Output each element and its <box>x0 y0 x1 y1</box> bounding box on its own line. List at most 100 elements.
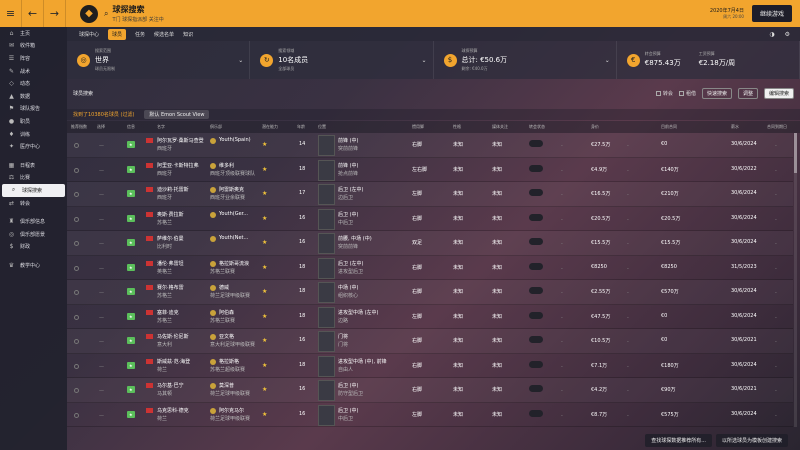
column-header-0[interactable]: 推荐指数 <box>71 124 87 129</box>
template-search-button[interactable]: 以所选球员为模板创建搜索 <box>715 433 788 447</box>
column-header-3[interactable]: 名字 <box>157 124 165 129</box>
sidebar-item-14[interactable]: ⇄ 转会 <box>0 197 67 210</box>
club-name[interactable]: Youth(Net... <box>219 235 249 241</box>
table-row[interactable]: — ★ 潘伦·弗雷坦 英格兰 格拉斯哥流浪 苏格兰联赛 ★ 18 后卫 (左中) 进攻型后卫 右脚 未… <box>67 256 793 280</box>
back-button[interactable]: ← <box>22 0 44 27</box>
row-select-radio[interactable] <box>74 241 79 246</box>
player-name[interactable]: 塞菲·迪克 <box>157 309 179 316</box>
summary-card-0[interactable]: ◎ 搜索范围 世界 球员无限制 ⌄ <box>67 41 251 79</box>
transfer-checkbox[interactable]: 转会 <box>655 90 673 97</box>
menu-icon[interactable]: ≡ <box>0 0 22 27</box>
club-name[interactable]: 德威 <box>219 285 230 291</box>
view-selector[interactable]: 默认 Emon Scout View <box>144 110 210 119</box>
player-name[interactable]: 马佐斯·伦尼斯 <box>157 334 189 340</box>
table-row[interactable]: — ★ 乌克思科·德克 荷兰 阿尔克马尔 荷兰足球甲级联赛 ★ 16 后卫 (中) 中后卫 左脚 未知… <box>67 403 793 427</box>
player-name[interactable]: 阿里亚·卡斯特拉弗 <box>157 162 199 169</box>
column-header-8[interactable]: 惯用脚 <box>412 124 424 129</box>
row-select-radio[interactable] <box>74 192 79 197</box>
summary-card-1[interactable]: ↻ 搜索领域 10名成员 全部球员 ⌄ <box>250 41 434 79</box>
table-row[interactable]: — ★ 塞菲·迪克 苏格兰 阿伯森 苏格兰联赛 ★ 18 进攻型中场 (左中) 边路 左脚 未知 未知 -… <box>67 305 793 329</box>
sidebar-item-17[interactable]: ◎ 俱乐部愿景 <box>0 228 67 241</box>
scout-recommend-button[interactable]: 查找球探数据推荐所有... <box>645 433 712 447</box>
chevron-down-icon[interactable]: ⌄ <box>604 56 610 64</box>
column-header-11[interactable]: 转会状态 <box>529 124 545 129</box>
chevron-down-icon[interactable]: ⌄ <box>238 56 244 64</box>
column-header-4[interactable]: 俱乐部 <box>210 124 222 129</box>
player-name[interactable]: 迪沙莉·托雷斯 <box>157 187 189 193</box>
club-name[interactable]: Youth(Spain) <box>219 137 251 143</box>
player-name[interactable]: 乌克思科·德克 <box>157 407 189 414</box>
row-select-radio[interactable] <box>74 412 79 418</box>
player-name[interactable]: 萨维尔·伯曼 <box>157 236 184 242</box>
sidebar-item-11[interactable]: ▦ 日程表 <box>0 159 67 172</box>
column-header-12[interactable]: 身价 <box>591 124 599 129</box>
row-select-radio[interactable] <box>74 363 79 369</box>
sidebar-item-1[interactable]: ✉ 收件箱 <box>0 40 67 53</box>
club-name[interactable]: 格拉斯格 <box>219 358 240 365</box>
column-header-14[interactable]: 薪水 <box>731 124 739 129</box>
tab-0[interactable]: 球探中心 <box>79 31 100 38</box>
player-name[interactable]: 赛尔·格布雷 <box>157 285 184 291</box>
row-select-radio[interactable] <box>74 143 79 148</box>
sidebar-item-16[interactable]: ♜ 俱乐部信息 <box>0 215 67 228</box>
row-select-radio[interactable] <box>74 314 79 320</box>
player-name[interactable]: 斯威兹·范·海登 <box>157 358 191 365</box>
subnav-icon[interactable]: ◑ <box>769 30 775 38</box>
sidebar-item-9[interactable]: ✦ 医疗中心 <box>0 140 67 153</box>
player-name[interactable]: 马尔基·巴宁 <box>157 383 184 389</box>
column-header-5[interactable]: 潜在能力 <box>262 124 278 129</box>
club-name[interactable]: 阿尔克马尔 <box>219 407 245 414</box>
club-name[interactable]: 阿伯森 <box>219 309 235 316</box>
tab-2[interactable]: 任务 <box>135 31 146 38</box>
sidebar-item-0[interactable]: ⌂ 主页 <box>0 27 67 40</box>
sidebar-item-7[interactable]: ● 职员 <box>0 115 67 128</box>
column-header-1[interactable]: 选择 <box>97 124 105 129</box>
row-select-radio[interactable] <box>74 339 79 344</box>
row-select-radio[interactable] <box>74 388 79 393</box>
club-name[interactable]: 格拉斯哥流浪 <box>219 260 250 267</box>
tab-3[interactable]: 候选名单 <box>154 31 175 38</box>
club-name[interactable]: 莫深普 <box>219 383 235 389</box>
column-header-13[interactable]: 目前合同 <box>661 124 677 129</box>
row-select-radio[interactable] <box>74 216 79 222</box>
sidebar-item-5[interactable]: ▲ 数据 <box>0 90 67 103</box>
continue-button[interactable]: 继续游戏 <box>751 5 792 22</box>
table-row[interactable]: — ★ 奥斯·费拉斯 苏格兰 Youth(Ger... ★ 16 后卫 (中) 中后卫 右脚 未知 未… <box>67 207 793 231</box>
sidebar-item-3[interactable]: ✎ 战术 <box>0 65 67 78</box>
table-row[interactable]: — ★ 萨维尔·伯曼 比利时 Youth(Net... ★ 16 前腰, 中场 (中) 突前前锋… <box>67 231 793 256</box>
sidebar-item-20[interactable]: ♛ 教学中心 <box>0 259 67 272</box>
chevron-down-icon[interactable]: ⌄ <box>421 56 427 64</box>
club-name[interactable]: Youth(Ger... <box>219 210 249 217</box>
club-name[interactable]: 亚文格 <box>219 334 235 340</box>
table-row[interactable]: — ★ 斯威兹·范·海登 荷兰 格拉斯格 苏格兰超级联赛 ★ 18 进攻型中场 (中), 前锋自… <box>67 354 793 378</box>
forward-button[interactable]: → <box>44 0 66 27</box>
apply-search-button[interactable]: 编辑搜索 <box>763 87 794 99</box>
row-select-radio[interactable] <box>74 167 79 173</box>
summary-card-2[interactable]: $ 球探预算 总计: €50.6万 剩余: €40.0万 ⌄ <box>434 41 617 79</box>
club-name[interactable]: 阿雷斯奥克 <box>219 187 245 193</box>
sidebar-item-13[interactable]: ⌕ 球探搜索 <box>2 184 65 197</box>
table-scrollbar[interactable] <box>794 133 797 427</box>
quick-search-button[interactable]: 快速搜索 <box>701 87 732 99</box>
table-row[interactable]: — ★ 阿尔瓦罗·桑斯马查登 西班牙 Youth(Spain) ★ 14 前锋 (中) 突前前锋… <box>67 133 793 158</box>
table-row[interactable]: — ★ 马佐斯·伦尼斯 意大利 亚文格 意大利足球甲级联赛 ★ 16 门将 门将 右脚 未知 未知 - €1… <box>67 329 793 354</box>
summary-card-3[interactable]: € 转会预算 €875.43万 工资预算 €2.18万/周 <box>617 41 800 79</box>
club-name[interactable]: 维多利 <box>219 162 235 169</box>
column-header-9[interactable]: 性格 <box>453 124 461 129</box>
player-name[interactable]: 奥斯·费拉斯 <box>157 211 184 218</box>
sidebar-item-6[interactable]: ⚑ 球队报告 <box>0 103 67 116</box>
edit-button[interactable]: 调整 <box>737 87 758 99</box>
club-crest-icon[interactable]: ◆ <box>80 4 98 23</box>
table-row[interactable]: — ★ 阿里亚·卡斯特拉弗 西班牙 维多利 西班牙顶级联赛球队 ★ 18 前锋 (中) 抢点前锋 左… <box>67 158 793 182</box>
table-row[interactable]: — ★ 迪沙莉·托雷斯 西班牙 阿雷斯奥克 西班牙业余联赛 ★ 17 后卫 (左中) 边后卫 左脚 未… <box>67 182 793 207</box>
column-header-10[interactable]: 媒体关注 <box>492 124 508 129</box>
subnav-icon[interactable]: ⚙ <box>784 30 790 38</box>
sidebar-item-12[interactable]: ⚖ 比赛 <box>0 172 67 185</box>
tab-1[interactable]: 球员 <box>108 28 127 40</box>
column-header-6[interactable]: 年龄 <box>297 124 305 129</box>
row-select-radio[interactable] <box>74 265 79 271</box>
column-header-15[interactable]: 合同到期日 <box>767 124 787 129</box>
table-row[interactable]: — ★ 赛尔·格布雷 苏格兰 德威 荷兰足球甲级联赛 ★ 18 中场 (中) 组织核心 右脚 未知 未知… <box>67 280 793 305</box>
table-row[interactable]: — ★ 马尔基·巴宁 马其顿 莫深普 荷兰足球甲级联赛 ★ 16 后卫 (中) 防守型后卫 右脚 未知… <box>67 378 793 403</box>
tab-4[interactable]: 知识 <box>183 31 194 38</box>
